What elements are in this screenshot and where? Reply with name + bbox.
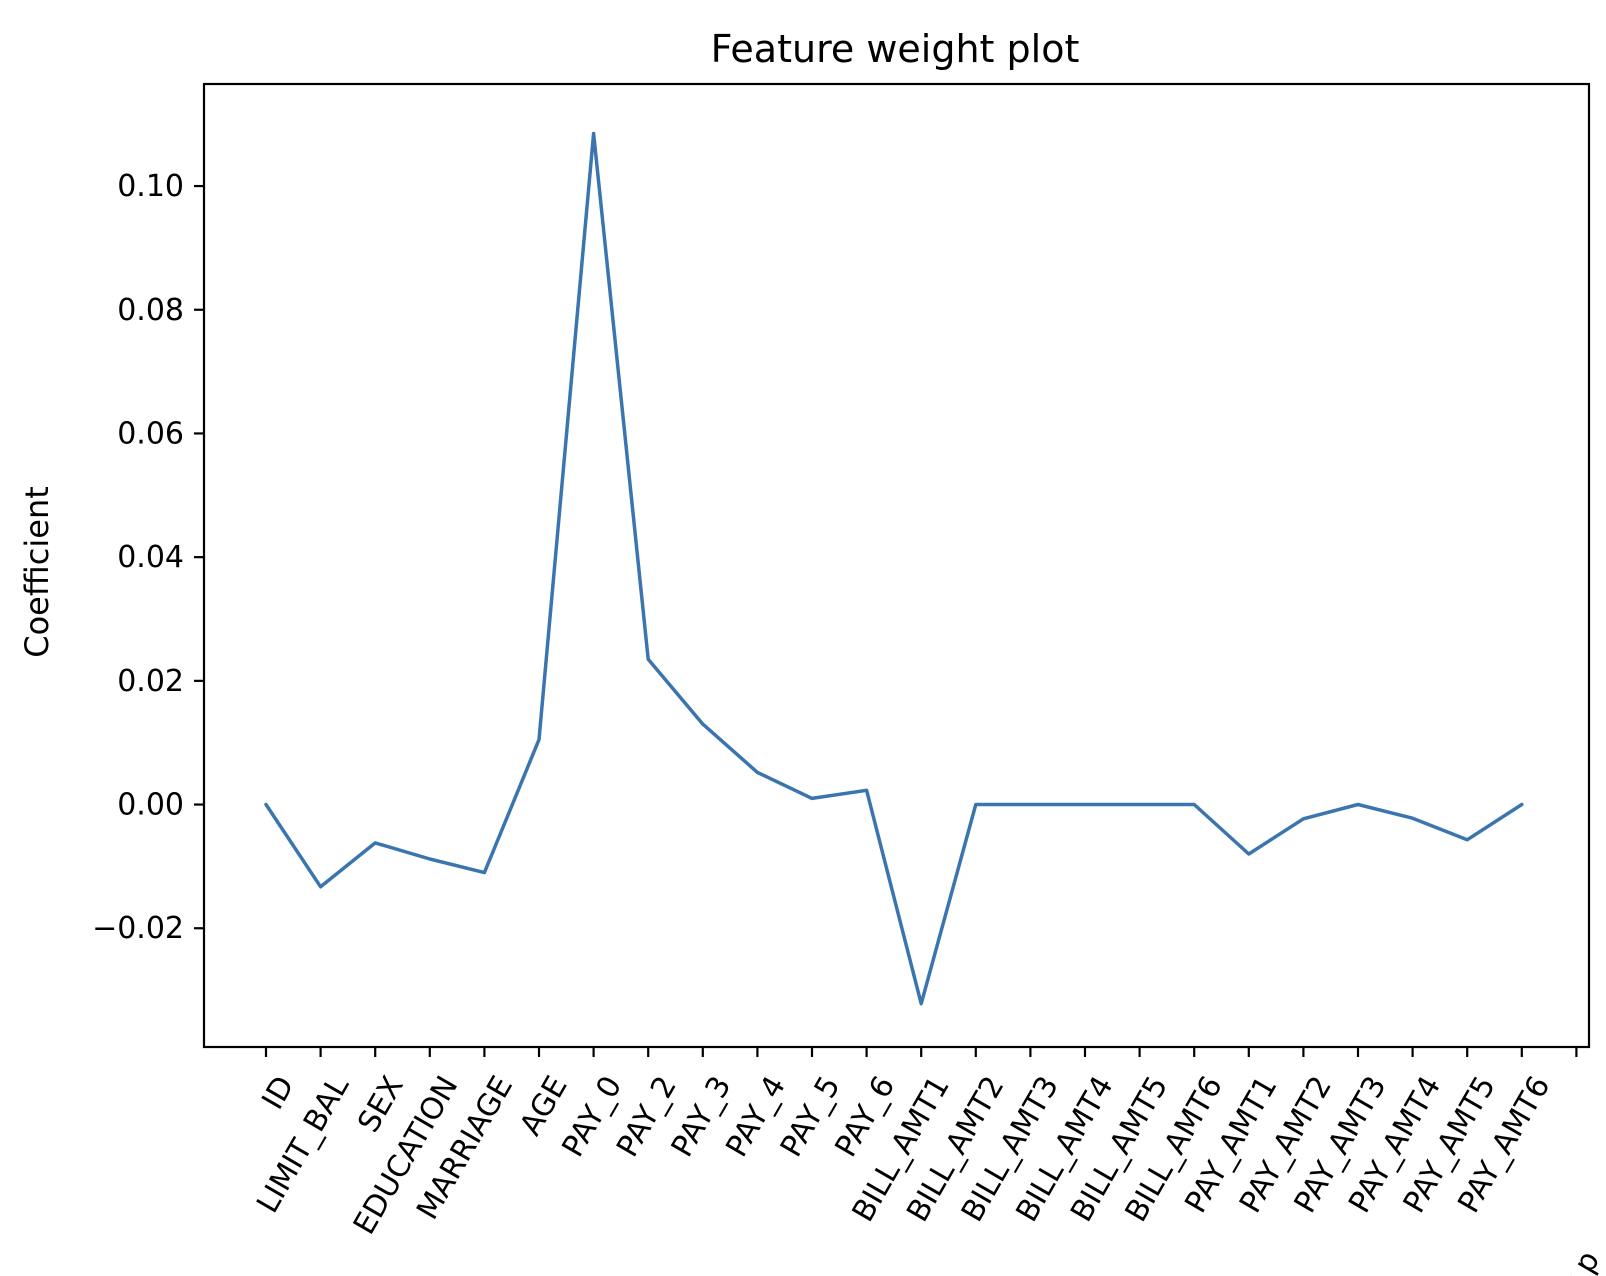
y-tick-label: 0.10: [117, 169, 184, 204]
plot-line-layer: [264, 131, 1524, 1006]
series-line: [264, 131, 1524, 1006]
ticks-layer: [194, 184, 1578, 1057]
clipped-axis-label: t p: [1557, 1245, 1606, 1276]
axes-frame: [202, 82, 1591, 1049]
tick-labels-layer: −0.020.000.020.040.060.080.10IDLIMIT_BAL…: [92, 169, 1557, 1241]
y-tick-label: 0.04: [117, 540, 184, 575]
y-tick-label: 0.06: [117, 416, 184, 451]
y-tick-label: −0.02: [92, 911, 184, 946]
y-axis-label: Coefficient: [18, 486, 56, 658]
x-tick-label: ID: [255, 1070, 301, 1115]
chart-title: Feature weight plot: [711, 27, 1080, 71]
y-tick-label: 0.08: [117, 293, 184, 328]
y-tick-label: 0.02: [117, 664, 184, 699]
y-tick-label: 0.00: [117, 788, 184, 823]
